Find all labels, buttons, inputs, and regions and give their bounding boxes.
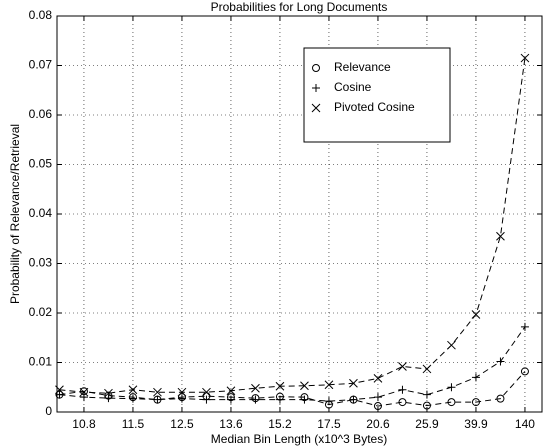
marker <box>324 397 333 406</box>
x-tick-label: 39.9 <box>464 417 488 431</box>
y-tick-label: 0.07 <box>29 58 53 72</box>
marker <box>275 381 285 391</box>
y-axis-label: Probability of Relevance/Retrieval <box>8 124 22 304</box>
marker <box>398 362 407 371</box>
x-tick-label: 140 <box>515 417 535 431</box>
x-tick-label: 15.2 <box>268 417 292 431</box>
marker <box>177 387 187 397</box>
x-tick-label: 20.6 <box>366 417 390 431</box>
marker <box>128 385 138 395</box>
marker <box>153 387 162 397</box>
legend-label: Pivoted Cosine <box>334 100 415 114</box>
x-tick-label: 25.9 <box>415 417 439 431</box>
marker <box>275 395 284 404</box>
legend: Relevance Cosine Pivoted Cosine <box>303 47 451 143</box>
marker <box>349 395 358 404</box>
marker <box>471 310 481 319</box>
marker <box>398 385 407 394</box>
marker <box>447 340 456 350</box>
y-tick-label: 0.03 <box>29 256 53 270</box>
marker <box>251 395 260 404</box>
marker <box>251 383 260 393</box>
y-tick-label: 0.01 <box>29 355 53 369</box>
marker <box>373 393 382 402</box>
legend-marker <box>312 84 320 92</box>
legend-label: Cosine <box>334 80 372 94</box>
legend-label: Relevance <box>334 60 391 74</box>
marker <box>324 380 334 390</box>
marker <box>496 357 505 366</box>
marker <box>55 390 64 399</box>
marker <box>104 394 113 403</box>
marker <box>422 401 431 410</box>
marker <box>447 383 456 392</box>
marker <box>104 388 113 398</box>
x-tick-label: 12.5 <box>170 417 194 431</box>
marker <box>202 387 211 397</box>
marker <box>300 381 309 391</box>
series-line <box>59 326 526 402</box>
marker <box>373 373 383 383</box>
marker <box>398 398 407 407</box>
y-tick-label: 0.06 <box>29 107 53 121</box>
marker <box>349 378 358 388</box>
marker <box>373 402 382 411</box>
legend-marker <box>312 64 320 72</box>
marker <box>226 395 235 404</box>
x-tick-label: 10.8 <box>72 417 96 431</box>
marker <box>422 364 432 374</box>
series-line <box>59 371 526 407</box>
marker <box>471 398 480 407</box>
chart-title: Probabilities for Long Documents <box>211 0 388 14</box>
marker <box>496 231 505 241</box>
marker <box>153 395 162 404</box>
marker <box>422 390 431 399</box>
marker <box>520 322 529 331</box>
marker <box>226 386 236 396</box>
y-tick-label: 0.02 <box>29 305 53 319</box>
marker <box>128 394 137 403</box>
marker <box>79 393 88 402</box>
marker <box>79 387 89 397</box>
x-tick-label: 13.6 <box>219 417 243 431</box>
marker <box>447 398 456 407</box>
x-tick-label: 11.5 <box>122 417 145 431</box>
x-axis-label: Median Bin Length (x10^3 Bytes) <box>211 432 387 446</box>
marker <box>520 367 529 376</box>
y-tick-label: 0.04 <box>29 206 53 220</box>
x-tick-label: 17.5 <box>317 417 341 431</box>
marker <box>496 394 505 403</box>
y-tick-label: 0.05 <box>29 157 53 171</box>
marker <box>300 395 309 404</box>
marker <box>520 53 530 63</box>
marker <box>55 385 64 395</box>
legend-box <box>303 47 451 143</box>
y-tick-label: 0 <box>45 404 52 418</box>
series-line <box>59 58 526 394</box>
y-tick-label: 0.08 <box>29 8 53 22</box>
legend-marker <box>311 103 321 113</box>
marker <box>202 395 211 404</box>
marker <box>177 394 186 403</box>
marker <box>471 373 480 382</box>
